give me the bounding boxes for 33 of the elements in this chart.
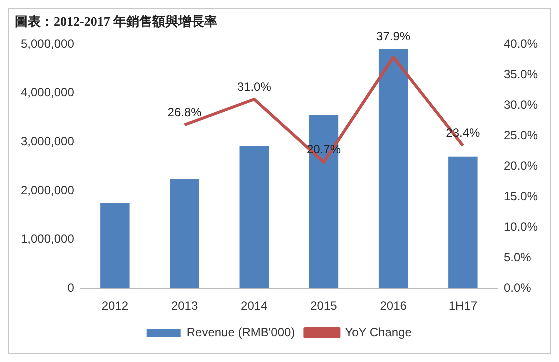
y-tick-label: 4,000,000: [20, 86, 75, 100]
x-tick-label: 1H17: [448, 299, 478, 314]
y-tick-label: 5,000,000: [20, 36, 75, 51]
bar: [448, 156, 478, 289]
y2-tick-label: 35.0%: [504, 67, 538, 82]
y2-tick-label: 15.0%: [504, 189, 538, 204]
y2-tick-label: 0.0%: [504, 280, 532, 295]
legend-label: Revenue (RMB'000): [186, 325, 296, 340]
x-tick-label: 2015: [310, 299, 338, 314]
bar: [378, 48, 408, 289]
y-tick-label: 3,000,000: [20, 134, 75, 149]
bar: [309, 115, 339, 289]
y2-tick-label: 40.0%: [504, 36, 538, 51]
y-tick-label: 2,000,000: [20, 183, 75, 198]
bar: [170, 179, 200, 289]
bar: [100, 203, 130, 289]
y2-tick-label: 5.0%: [504, 250, 532, 264]
y-tick-label: 1,000,000: [20, 232, 75, 246]
y2-tick-label: 25.0%: [504, 128, 538, 142]
x-tick-label: 2014: [241, 299, 268, 314]
data-label: 26.8%: [168, 105, 202, 120]
data-label: 31.0%: [237, 80, 272, 94]
y2-tick-label: 30.0%: [504, 98, 538, 112]
x-tick-label: 2016: [380, 299, 408, 314]
x-tick-label: 2013: [171, 299, 198, 314]
chart-title: 圖表：2012-2017 年銷售額與增長率: [15, 14, 218, 30]
y2-tick-label: 20.0%: [504, 158, 538, 173]
data-label: 37.9%: [376, 29, 411, 44]
legend-label: YoY Change: [345, 325, 412, 340]
y-tick-label: 0: [68, 280, 75, 295]
bar: [240, 146, 269, 289]
x-tick-label: 2012: [102, 299, 129, 314]
y2-tick-label: 10.0%: [504, 220, 538, 234]
